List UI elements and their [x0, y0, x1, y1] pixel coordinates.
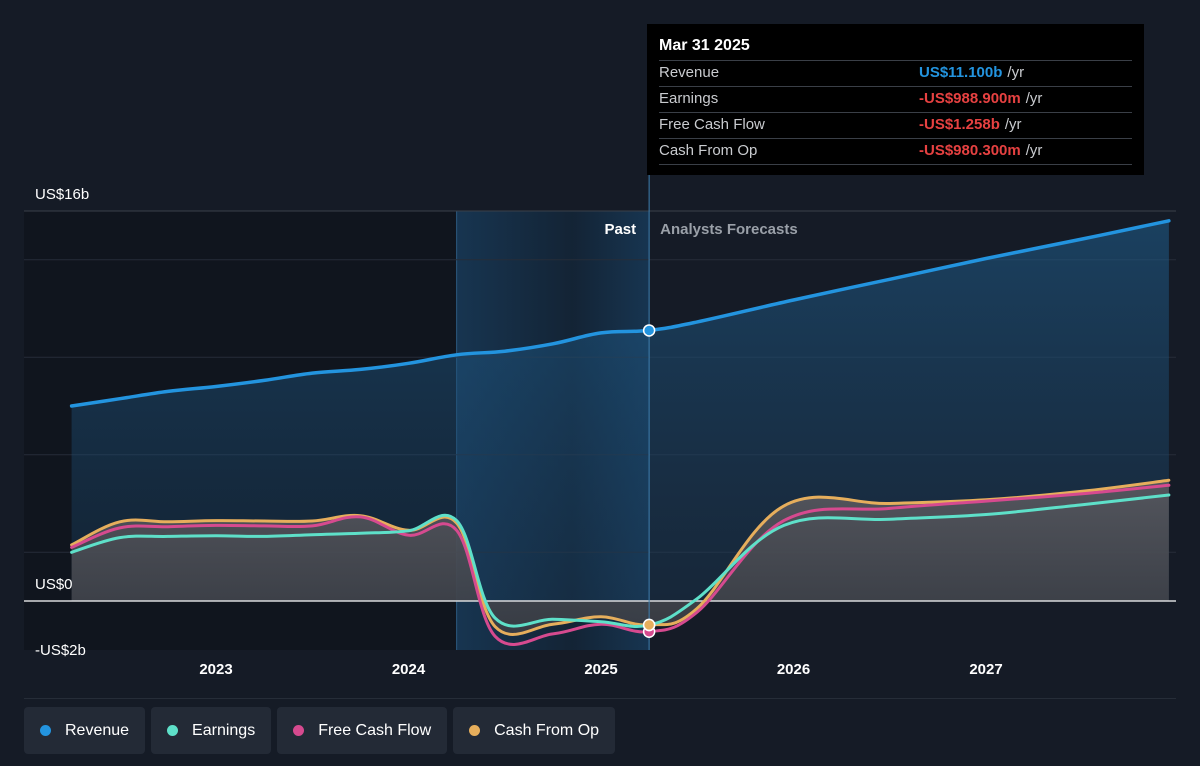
tooltip-value: -US$980.300m [919, 142, 1021, 159]
past-label: Past [604, 221, 636, 238]
legend-item-free-cash-flow[interactable]: Free Cash Flow [277, 707, 448, 754]
legend-item-earnings[interactable]: Earnings [151, 707, 272, 754]
legend-label: Cash From Op [494, 721, 600, 739]
legend: Revenue Earnings Free Cash Flow Cash Fro… [24, 707, 616, 754]
legend-item-revenue[interactable]: Revenue [24, 707, 146, 754]
legend-dot-icon [469, 725, 481, 736]
legend-item-cash-from-op[interactable]: Cash From Op [453, 707, 616, 754]
tooltip-unit: /yr [1004, 116, 1022, 133]
y-tick-label: -US$2b [35, 642, 86, 659]
tooltip-unit: /yr [1007, 64, 1025, 81]
tooltip-label: Free Cash Flow [659, 116, 765, 133]
tooltip-label: Earnings [659, 90, 719, 107]
tooltip-unit: /yr [1025, 90, 1043, 107]
series-line-free-cash-flow [70, 483, 1171, 646]
tooltip-date: Mar 31 2025 [659, 37, 750, 54]
tooltip-row-free-cash-flow: Free Cash Flow -US$1.258b /yr [659, 112, 1132, 138]
legend-label: Earnings [192, 721, 256, 739]
x-tick-label: 2023 [199, 661, 232, 678]
tooltip-unit: /yr [1025, 142, 1043, 159]
tooltip-value: -US$1.258b [919, 116, 1000, 133]
y-tick-label: US$16b [35, 186, 89, 203]
series-line-earnings [70, 493, 1171, 628]
series-line-revenue [69, 219, 1171, 408]
tooltip-row-cash-from-op: Cash From Op -US$980.300m /yr [659, 138, 1132, 165]
tooltip-value: US$11.100b [919, 64, 1003, 81]
tooltip-label: Cash From Op [659, 142, 758, 159]
chart: US$16b US$0 -US$2b 2023 2024 2025 2026 2027 Pa… [24, 175, 1176, 699]
marker-revenue[interactable] [642, 324, 656, 337]
tooltip-value: -US$988.900m [919, 90, 1021, 107]
tooltip: Mar 31 2025 Revenue US$11.100b /yr Earni… [647, 24, 1144, 175]
marker-cash-from-op[interactable] [642, 618, 656, 632]
x-tick-label: 2026 [777, 661, 810, 678]
legend-dot-icon [293, 725, 305, 736]
tooltip-row-revenue: Revenue US$11.100b /yr [659, 60, 1132, 86]
tooltip-label: Revenue [659, 64, 720, 81]
x-tick-label: 2025 [584, 661, 617, 678]
x-tick-label: 2027 [969, 661, 1002, 678]
x-tick-label: 2024 [392, 661, 426, 678]
legend-label: Free Cash Flow [318, 721, 432, 739]
legend-dot-icon [167, 725, 179, 736]
forecast-label: Analysts Forecasts [660, 221, 798, 238]
legend-label: Revenue [65, 721, 130, 739]
tooltip-row-earnings: Earnings -US$988.900m /yr [659, 86, 1132, 112]
y-tick-label: US$0 [35, 576, 73, 593]
series-line-cash-from-op [70, 478, 1171, 636]
legend-dot-icon [40, 725, 51, 736]
